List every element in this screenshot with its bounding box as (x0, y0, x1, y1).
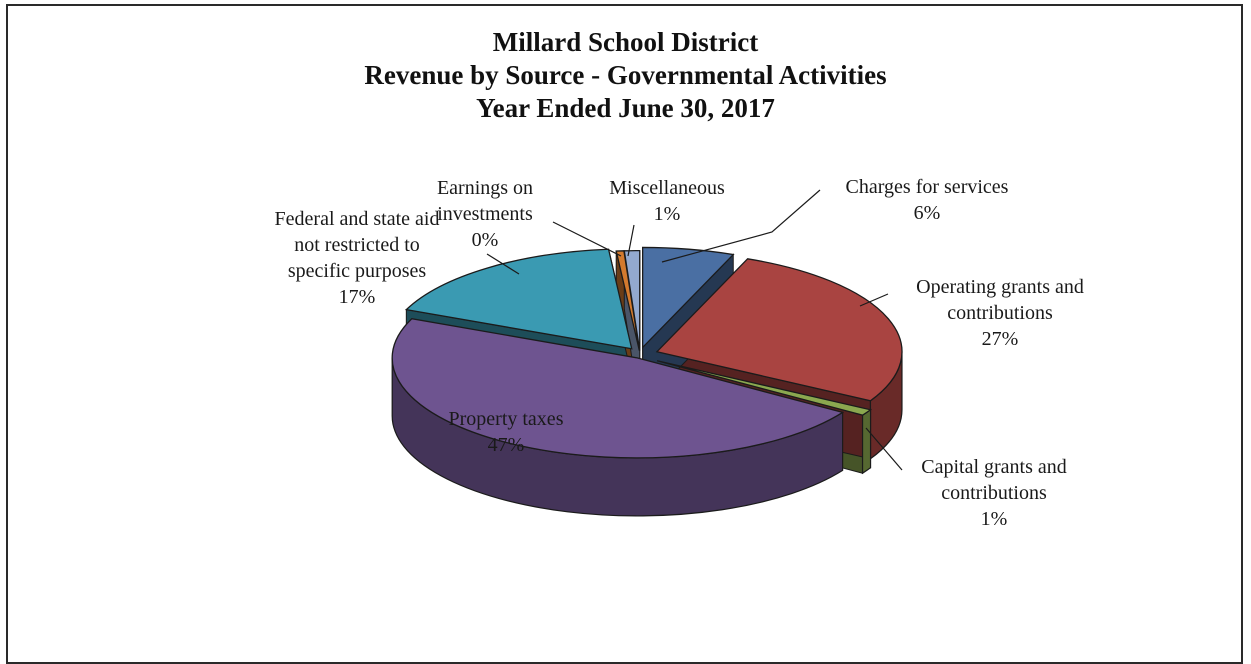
leader-operating (859, 293, 889, 307)
leader-earnings (552, 221, 622, 257)
pie-chart: Charges for services 6% Operating grants a… (275, 176, 1084, 530)
slice-pct-property: 47% (488, 434, 525, 456)
slice-pct-operating: 27% (982, 328, 1019, 350)
leader-misc (627, 224, 635, 257)
leader-lines (486, 189, 903, 471)
slice-label-line-operating-1: contributions (947, 302, 1053, 324)
slice-label-earnings: Earnings on investments 0% (437, 177, 533, 251)
slice-label-capital: Capital grants and contributions 1% (921, 456, 1067, 530)
leader-capital (865, 427, 903, 471)
chart-title-line-2: Revenue by Source - Governmental Activit… (364, 60, 887, 90)
slice-pct-charges: 6% (914, 202, 941, 224)
slice-label-line-earnings-1: investments (437, 203, 533, 225)
slice-label-line-capital-1: contributions (941, 482, 1047, 504)
slice-label-property: Property taxes 47% (449, 408, 564, 456)
slice-label-line-capital-0: Capital grants and (921, 456, 1067, 478)
slice-label-line-operating-0: Operating grants and (916, 276, 1084, 298)
slice-misc (623, 249, 641, 351)
chart-title-line-3: Year Ended June 30, 2017 (476, 93, 775, 123)
slice-pct-misc: 1% (654, 203, 681, 225)
chart-title: Millard School District Revenue by Sourc… (0, 26, 1251, 125)
leader-charges (661, 189, 821, 263)
slice-pct-capital: 1% (981, 508, 1008, 530)
slice-label-line-federal-1: not restricted to (294, 234, 420, 256)
slice-label-charges: Charges for services 6% (846, 176, 1009, 224)
slice-label-line-federal-0: Federal and state aid (275, 208, 440, 230)
slice-operating (655, 258, 903, 402)
slice-label-line-federal-2: specific purposes (288, 260, 427, 282)
slice-side-capital (861, 408, 872, 475)
slice-label-line-property-0: Property taxes (449, 408, 564, 430)
slice-property (391, 318, 845, 459)
slice-labels: Charges for services 6% Operating grants a… (275, 176, 1084, 530)
slice-label-misc: Miscellaneous 1% (609, 177, 725, 225)
slice-label-operating: Operating grants and contributions 27% (916, 276, 1084, 350)
slice-label-federal: Federal and state aid not restricted to sp… (275, 208, 440, 308)
slice-label-line-misc-0: Miscellaneous (609, 177, 725, 199)
slice-pct-earnings: 0% (472, 229, 499, 251)
slice-label-line-earnings-0: Earnings on (437, 177, 533, 199)
slice-capital (656, 360, 873, 416)
slice-federal (404, 248, 633, 350)
chart-title-line-1: Millard School District (492, 27, 759, 57)
pie-tops (391, 246, 903, 459)
leader-federal (486, 253, 520, 275)
slice-label-line-charges-0: Charges for services (846, 176, 1009, 198)
slice-pct-federal: 17% (339, 286, 376, 308)
slice-charges (641, 246, 735, 350)
